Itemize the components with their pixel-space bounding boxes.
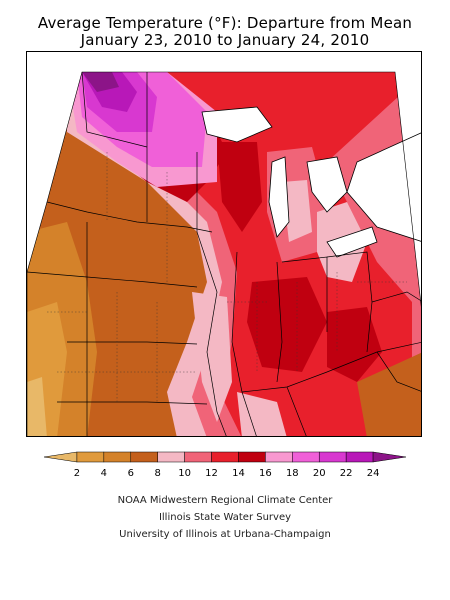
lake-superior xyxy=(201,106,273,143)
credit-line-2: Illinois State Water Survey xyxy=(158,512,292,523)
contour-missouri-corridor xyxy=(192,292,232,422)
legend-swatch xyxy=(265,451,293,463)
contour-max xyxy=(82,72,119,92)
state-boundaries xyxy=(27,71,421,436)
credit-line-3: University of Illinois at Urbana-Champai… xyxy=(119,529,331,540)
legend-swatch xyxy=(318,451,347,463)
legend-label: 22 xyxy=(340,468,353,479)
contour-14-16-indiana xyxy=(247,277,327,372)
map-frame xyxy=(26,51,422,437)
temperature-departure-map xyxy=(27,52,421,436)
legend-swatch xyxy=(372,451,407,463)
contour-14-16-ohio xyxy=(327,307,382,382)
color-legend: 2 4 6 8 10 12 14 16 18 20 22 24 xyxy=(43,451,407,479)
legend-swatch xyxy=(184,451,212,463)
map-date-range: January 23, 2010 to January 24, 2010 xyxy=(80,31,370,49)
legend-swatch xyxy=(103,451,132,463)
canada-blank-area xyxy=(346,132,421,242)
legend-swatch xyxy=(345,451,374,463)
map-title: Average Temperature (°F): Departure from… xyxy=(37,14,413,32)
lake-huron xyxy=(306,156,348,213)
credit-line-1: NOAA Midwestern Regional Climate Center xyxy=(117,495,333,506)
legend-label: 14 xyxy=(232,468,245,479)
legend-label: 2 xyxy=(74,468,80,479)
legend-label: 16 xyxy=(259,468,272,479)
legend-swatch xyxy=(157,451,185,463)
contour-southeast xyxy=(357,352,421,436)
legend-label: 4 xyxy=(101,468,107,479)
contour-0-2 xyxy=(27,377,47,436)
legend-swatch xyxy=(43,451,78,463)
legend-swatch xyxy=(76,451,105,463)
division-lines xyxy=(47,152,407,402)
contour-14-16-wisconsin xyxy=(217,142,262,232)
legend-label: 6 xyxy=(128,468,134,479)
legend-label: 12 xyxy=(205,468,218,479)
legend-label: 8 xyxy=(155,468,161,479)
legend-label: 24 xyxy=(367,468,380,479)
lake-erie xyxy=(326,226,378,258)
legend-swatch xyxy=(130,451,158,463)
legend-label: 18 xyxy=(286,468,299,479)
legend-label: 10 xyxy=(178,468,191,479)
legend-swatch xyxy=(211,451,239,463)
lake-michigan xyxy=(268,156,290,238)
contour-michigan-inner xyxy=(282,180,312,242)
legend-label: 20 xyxy=(313,468,326,479)
legend-swatch xyxy=(292,451,320,463)
contour-south-pink xyxy=(237,392,287,436)
legend-swatch xyxy=(238,451,266,463)
